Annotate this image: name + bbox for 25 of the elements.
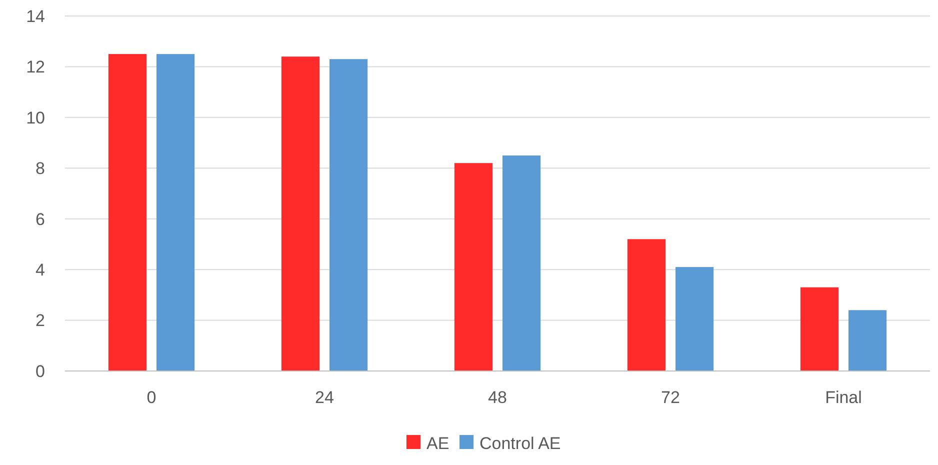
x-tick-label: 0 [146,388,156,407]
bar [848,310,887,371]
bar [454,163,492,371]
bar [676,267,714,371]
bar [502,155,541,371]
x-tick-label: 48 [488,388,507,407]
x-tick-label: Final [825,388,862,407]
y-tick-label: 10 [26,108,45,128]
y-tick-label: 4 [36,260,45,280]
x-tick-label: 72 [661,388,680,407]
legend-label: AE [426,434,450,453]
y-tick-label: 8 [36,159,45,178]
legend-label: Control AE [480,434,561,453]
bar [281,56,320,371]
x-tick-label: 24 [315,388,334,407]
y-tick-label: 14 [26,6,45,26]
y-tick-label: 6 [36,210,45,229]
bar [800,287,838,371]
bar [108,54,146,371]
bar [156,54,195,371]
y-tick-label: 12 [26,58,45,77]
bar [330,59,368,371]
y-tick-label: 0 [36,362,45,381]
y-tick-label: 2 [36,311,45,330]
bar [627,239,666,371]
